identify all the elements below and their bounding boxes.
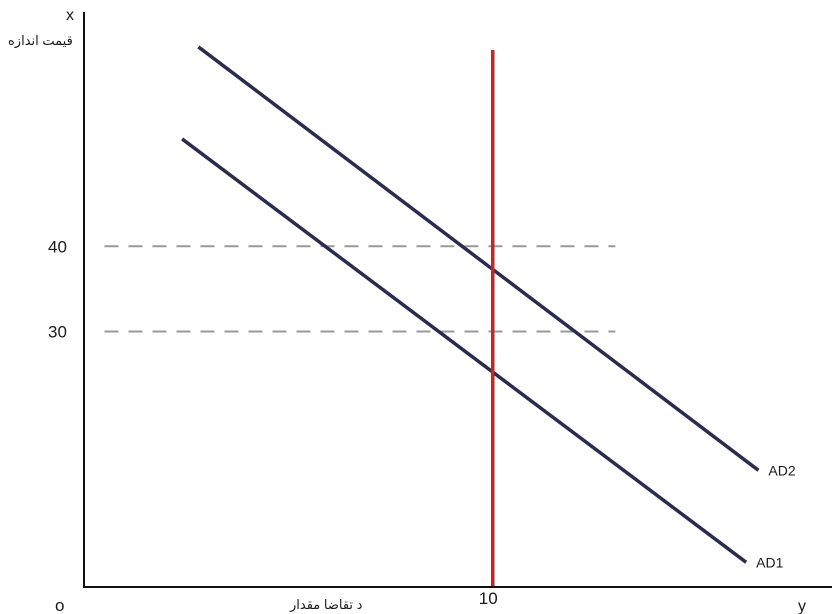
tick-labels: 30 40 10 [48, 237, 498, 608]
axis-labels: x قیمت اندازه o y د تقاضا مقدار [8, 7, 806, 614]
y-axis-label: قیمت اندازه [8, 33, 73, 49]
x-axis-name: y [798, 598, 806, 614]
x-tick-10: 10 [479, 589, 498, 608]
y-axis-name: x [66, 7, 74, 24]
series-line-ad1 [181, 137, 748, 564]
y-tick-30: 30 [48, 322, 67, 341]
y-tick-40: 40 [48, 237, 67, 256]
origin-label: o [55, 596, 64, 614]
series-lines: AD1 AD2 [181, 45, 796, 570]
series-label-ad1: AD1 [756, 554, 783, 570]
reference-lines [104, 245, 616, 333]
x-axis-label: د تقاضا مقدار [289, 597, 363, 613]
axes [83, 12, 832, 588]
series-line-ad2 [197, 45, 760, 472]
series-label-ad2: AD2 [768, 462, 795, 478]
